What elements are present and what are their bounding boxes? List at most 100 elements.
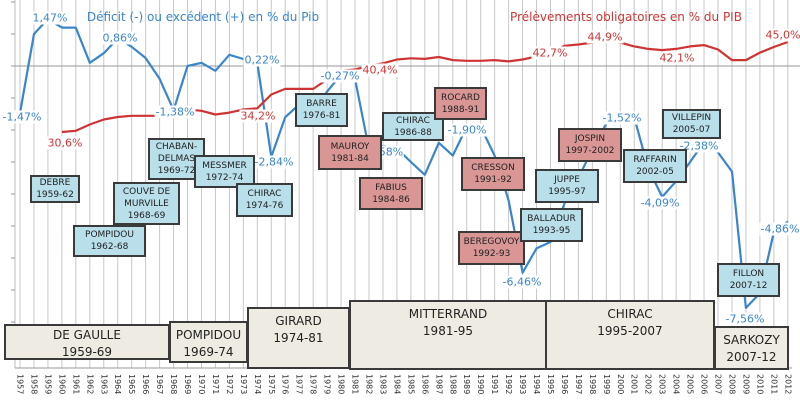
x-tick-label: 1968: [169, 374, 179, 395]
pm-box-couve-de-murville: COUVE DE MURVILLE 1968-69: [113, 182, 180, 225]
x-tick-label: 1971: [210, 374, 220, 395]
pm-box-pompidou: POMPIDOU 1962-68: [73, 225, 146, 257]
president-box-chirac: CHIRAC 1995-2007: [545, 300, 715, 370]
x-tick-label: 1965: [127, 374, 137, 395]
x-tick-label: 1958: [29, 374, 39, 395]
x-tick-label: 1974: [252, 374, 262, 395]
x-tick-label: 1977: [294, 374, 304, 395]
x-tick-label: 1963: [99, 374, 109, 395]
x-tick-label: 1983: [378, 374, 388, 395]
x-tick-label: 2003: [657, 374, 667, 395]
deficit-data-label: -7,56%: [724, 312, 766, 326]
x-tick-label: 1985: [406, 374, 416, 395]
pm-box-juppe: JUPPE 1995-97: [535, 169, 599, 203]
x-tick-label: 2004: [671, 374, 681, 395]
x-tick-label: 1978: [308, 374, 318, 395]
pm-box-fabius: FABIUS 1984-86: [359, 177, 423, 210]
x-tick-label: 2005: [685, 374, 695, 395]
x-tick-label: 1980: [336, 374, 346, 395]
x-tick-label: 1988: [448, 374, 458, 395]
x-tick-label: 1986: [420, 374, 430, 395]
x-tick-label: 2002: [643, 374, 653, 395]
pm-box-raffarin: RAFFARIN 2002-05: [623, 149, 687, 183]
x-tick-label: 1959: [43, 374, 53, 395]
pm-box-fillon: FILLON 2007-12: [717, 263, 780, 297]
x-tick-label: 1998: [587, 374, 597, 395]
x-tick-label: 2012: [783, 374, 793, 395]
x-tick-label: 1984: [392, 374, 402, 395]
x-tick-label: 1996: [559, 374, 569, 395]
x-tick-label: 1995: [545, 374, 555, 395]
deficit-data-label: 58%: [377, 145, 405, 159]
pm-box-barre: BARRE 1976-81: [295, 93, 348, 127]
pm-box-cresson: CRESSON 1991-92: [461, 157, 525, 191]
deficit-series-title: Déficit (-) ou excédent (+) en % du Pib: [86, 10, 320, 24]
deficit-data-label: -6,46%: [501, 275, 543, 289]
deficit-data-label: -1,90%: [446, 123, 488, 137]
x-tick-label: 2009: [741, 374, 751, 395]
deficit-data-label: -1,38%: [154, 105, 196, 119]
deficit-data-label: 1,47%: [31, 11, 69, 25]
x-tick-label: 1964: [113, 374, 123, 395]
prelevements-data-label: 44,9%: [586, 30, 624, 44]
x-tick-label: 1966: [141, 374, 151, 395]
x-tick-label: 1960: [57, 374, 67, 395]
president-box-de-gaulle: DE GAULLE 1959-69: [4, 324, 170, 360]
x-tick-label: 1999: [601, 374, 611, 395]
pm-box-debre: DEBRE 1959-62: [30, 175, 80, 203]
x-tick-label: 1990: [476, 374, 486, 395]
x-tick-label: 1993: [518, 374, 528, 395]
deficit-data-label: 0,86%: [101, 31, 139, 45]
deficit-data-label: -1,52%: [601, 111, 643, 125]
x-tick-label: 1981: [350, 374, 360, 395]
x-tick-label: 1979: [322, 374, 332, 395]
president-box-mitterrand: MITTERRAND 1981-95: [349, 300, 547, 370]
x-tick-label: 1969: [183, 374, 193, 395]
x-tick-label: 1991: [490, 374, 500, 395]
pm-box-balladur: BALLADUR 1993-95: [520, 208, 583, 242]
x-tick-label: 1967: [155, 374, 165, 395]
deficit-data-label: -4,09%: [639, 196, 681, 210]
x-tick-label: 2010: [755, 374, 765, 395]
deficit-data-label: 0,22%: [243, 53, 281, 67]
x-tick-label: 1973: [238, 374, 248, 395]
deficit-data-label: -2,84%: [253, 155, 295, 169]
deficit-data-label: -2,38%: [678, 139, 720, 153]
x-tick-label: 1970: [196, 374, 206, 395]
x-tick-label: 2001: [629, 374, 639, 395]
x-tick-label: 1997: [573, 374, 583, 395]
x-tick-label: 1962: [85, 374, 95, 395]
x-tick-label: 1989: [462, 374, 472, 395]
prelevements-series-title: Prélèvements obligatoires en % du PIB: [510, 10, 742, 24]
pm-box-chirac-1974: CHIRAC 1974-76: [236, 183, 293, 217]
x-tick-label: 1982: [364, 374, 374, 395]
deficit-data-label: -4,86%: [759, 222, 800, 236]
prelevements-data-label: 34,2%: [239, 109, 277, 123]
x-tick-label: 1987: [434, 374, 444, 395]
x-tick-label: 2006: [699, 374, 709, 395]
prelevements-data-label: 40,4%: [361, 63, 399, 77]
x-tick-label: 1992: [504, 374, 514, 395]
pm-box-jospin: JOSPIN 1997-2002: [558, 128, 622, 162]
x-tick-label: 2011: [769, 374, 779, 395]
prelevements-data-label: 42,1%: [658, 51, 696, 65]
x-tick-label: 2000: [615, 374, 625, 395]
pm-box-beregovoy: BEREGOVOY 1992-93: [458, 231, 525, 265]
prelevements-data-label: 30,6%: [46, 136, 84, 150]
president-box-sarkozy: SARKOZY 2007-12: [714, 326, 789, 370]
x-tick-label: 1957: [15, 374, 25, 395]
pm-box-chirac-1986: CHIRAC 1986-88: [382, 112, 444, 141]
president-box-girard: GIRARD 1974-81: [247, 307, 350, 369]
x-tick-label: 1976: [280, 374, 290, 395]
x-tick-label: 1961: [71, 374, 81, 395]
prelevements-data-label: 45,0%: [764, 28, 800, 42]
x-tick-label: 1972: [224, 374, 234, 395]
prelevements-data-label: 42,7%: [531, 46, 569, 60]
pm-box-mauroy: MAUROY 1981-84: [318, 135, 382, 170]
x-tick-label: 2007: [713, 374, 723, 395]
deficit-data-label: -1,47%: [1, 110, 43, 124]
pm-box-messmer: MESSMER 1972-74: [194, 155, 255, 188]
pm-box-villepin: VILLEPIN 2005-07: [662, 109, 721, 139]
pm-box-rocard: ROCARD 1988-91: [434, 87, 487, 120]
